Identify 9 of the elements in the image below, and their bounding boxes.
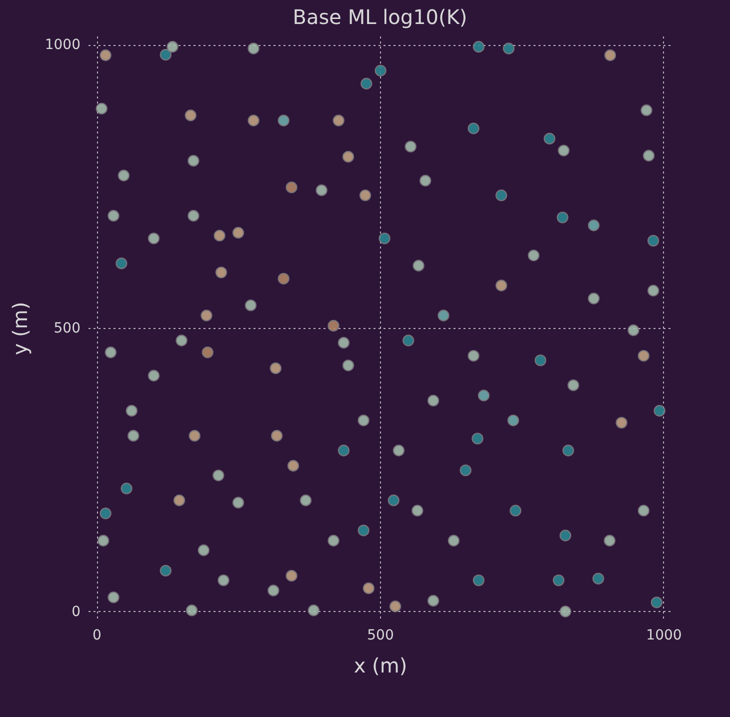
y-tick-label: 0 [72,604,80,620]
chart-title: Base ML log10(K) [292,5,468,29]
y-tick-label: 500 [54,320,80,336]
x-tick-label: 1000 [646,628,682,644]
y-tick-label: 1000 [44,37,80,54]
y-axis-title: y (m) [8,302,32,356]
x-axis-title: x (m) [354,654,408,678]
x-tick-label: 500 [367,628,394,644]
x-tick-label: 0 [92,628,102,644]
